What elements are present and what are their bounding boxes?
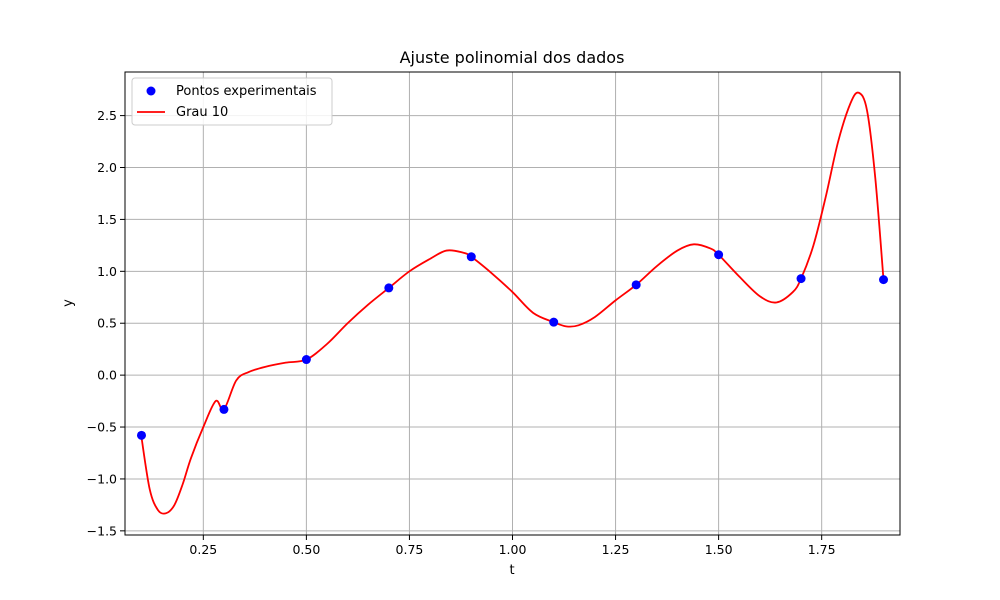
x-tick-label: 1.25	[602, 542, 630, 557]
y-axis-ticks: −1.5 −1.0 −0.5 0.0 0.5 1.0 1.5 2.0 2.5	[87, 108, 125, 538]
data-point	[136, 430, 146, 440]
x-tick-label: 0.25	[189, 542, 217, 557]
data-point	[466, 252, 476, 262]
y-tick-label: 1.0	[97, 264, 117, 279]
x-tick-label: 0.75	[396, 542, 424, 557]
x-tick-label: 1.75	[808, 542, 836, 557]
data-point	[714, 250, 724, 260]
y-tick-label: 1.5	[97, 212, 117, 227]
data-point	[549, 317, 559, 327]
y-tick-label: −0.5	[87, 420, 117, 435]
legend-label-scatter: Pontos experimentais	[176, 84, 317, 99]
x-axis-ticks: 0.25 0.50 0.75 1.00 1.25 1.50 1.75	[189, 535, 836, 557]
data-point	[796, 274, 806, 284]
x-tick-label: 0.50	[292, 542, 320, 557]
data-point	[631, 280, 641, 290]
y-tick-label: 0.5	[97, 316, 117, 331]
chart-title: Ajuste polinomial dos dados	[400, 48, 625, 67]
y-tick-label: 2.5	[97, 108, 117, 123]
data-point	[384, 283, 394, 293]
grid	[125, 72, 900, 535]
y-axis-label: y	[61, 299, 76, 307]
legend: Pontos experimentais Grau 10	[131, 77, 333, 126]
data-point	[301, 355, 311, 365]
x-axis-label: t	[509, 563, 514, 578]
x-tick-label: 1.00	[499, 542, 527, 557]
y-tick-label: 2.0	[97, 160, 117, 175]
legend-label-line: Grau 10	[176, 105, 228, 120]
data-point	[219, 404, 229, 414]
y-tick-label: −1.0	[87, 471, 117, 486]
x-tick-label: 1.50	[705, 542, 733, 557]
y-tick-label: 0.0	[97, 368, 117, 383]
scatter-series-layer	[136, 250, 889, 440]
legend-box	[131, 77, 333, 126]
y-tick-label: −1.5	[87, 523, 117, 538]
data-point	[879, 275, 889, 285]
legend-marker-scatter	[146, 86, 156, 96]
